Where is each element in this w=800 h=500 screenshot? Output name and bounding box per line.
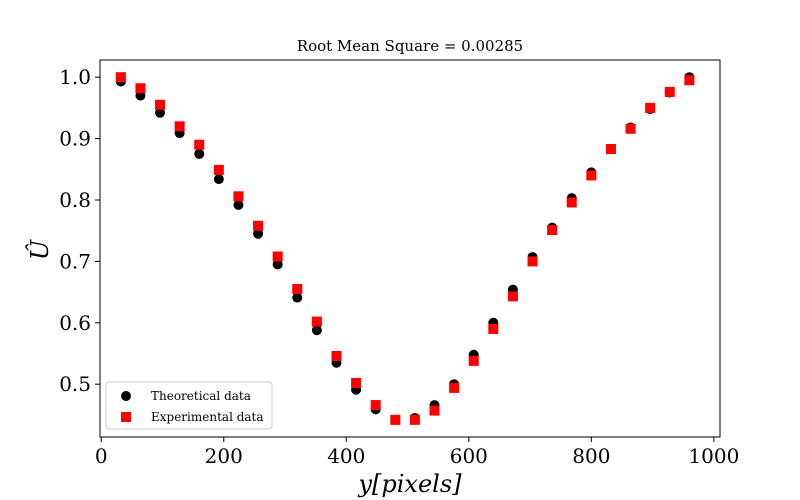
x-tick-label: 800 [572,444,610,468]
y-tick-label: 1.0 [59,65,91,89]
experimental-point [645,102,656,113]
experimental-point [605,144,616,155]
experimental-point [174,121,185,132]
experimental-point [135,83,146,94]
experimental-point [233,191,244,202]
experimental-point [272,251,283,262]
y-tick-label: 0.6 [59,311,91,335]
y-tick-label: 0.9 [59,127,91,151]
y-tick-label: 0.5 [59,372,91,396]
experimental-point [488,323,499,334]
theoretical-point [292,292,303,303]
experimental-point [292,284,303,295]
experimental-point [331,350,342,361]
experimental-point [449,382,460,393]
experimental-point [547,225,558,236]
legend-label-experimental: Experimental data [151,410,264,424]
theoretical-point [253,228,264,239]
experimental-point [566,197,577,208]
plot-area [99,59,721,438]
experimental-point [684,75,695,86]
y-axis-label: Û [25,239,54,260]
data-points [115,72,695,425]
legend-marker-experimental [121,412,131,422]
x-tick-label: 600 [450,444,488,468]
experimental-point [311,316,322,327]
experimental-point [586,170,597,181]
x-tick-label: 200 [205,444,243,468]
plot-frame [99,59,721,438]
experimental-point [468,355,479,366]
chart-title: Root Mean Square = 0.00285 [297,37,523,55]
experimental-point [213,164,224,175]
experimental-point [507,291,518,302]
theoretical-point [155,107,166,118]
theoretical-point [194,148,205,159]
experimental-point [625,123,636,134]
experimental-point [194,139,205,150]
y-tick-label: 0.7 [59,249,91,273]
experimental-point [390,414,401,425]
theoretical-point [272,259,283,270]
theoretical-point [311,325,322,336]
theoretical-point [213,174,224,185]
experimental-point [664,86,675,97]
x-axis-label: y[pixels] [357,470,462,498]
experimental-point [370,400,381,411]
x-tick-label: 400 [327,444,365,468]
x-tick-label: 0 [95,444,108,468]
experimental-point [527,256,538,267]
legend-marker-theoretical [121,391,131,401]
x-tick-label: 1000 [688,444,739,468]
x-axis: 0 200 400 600 800 1000 [95,437,739,468]
legend-label-theoretical: Theoretical data [151,389,251,403]
legend-box [105,381,273,430]
experimental-point [253,220,264,231]
theoretical-point [233,199,244,210]
experimental-point [351,377,362,388]
experimental-point [409,414,420,425]
legend: Theoretical data Experimental data [105,381,273,430]
experimental-point [115,72,126,83]
experimental-point [429,405,440,416]
y-axis: 0.5 0.6 0.7 0.8 0.9 1.0 [59,65,100,396]
experimental-point [155,99,166,110]
y-tick-label: 0.8 [59,188,91,212]
